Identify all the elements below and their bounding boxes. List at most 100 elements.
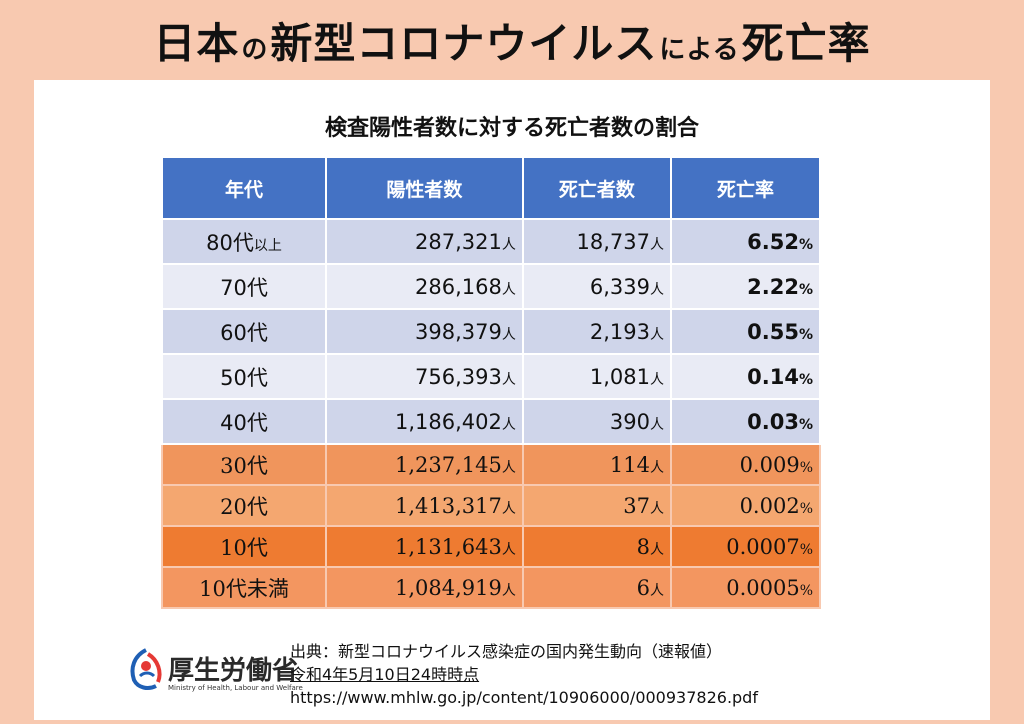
unit-label: 人 [501,326,516,343]
unit-label: 人 [501,500,516,517]
cell-age: 10代 [161,525,327,568]
title-part: の [241,34,269,65]
cell-value: 0.03 [747,409,799,434]
cell-value: 10代未満 [199,576,289,601]
table-row: 10代未満 1,084,919 人 6人 0.0005% [161,566,821,609]
cell-deaths: 6人 [521,566,673,609]
cell-rate: 0.03% [670,398,821,445]
cell-value: 0.0005 [726,575,800,600]
cell-deaths: 37人 [521,484,673,527]
cell-value: 20代 [220,494,268,519]
unit-label: 人 [501,459,516,476]
header-rate: 死亡率 [670,156,821,220]
cell-positive: 398,379人 [325,308,524,355]
unit-label: 人 [650,459,664,476]
cell-value: 0.009 [739,452,800,477]
cell-deaths: 2,193人 [521,308,673,355]
table-row: 70代 286,168人 6,339人 2.22% [161,263,821,310]
cell-positive: 1,186,402人 [325,398,524,445]
cell-age: 20代 [161,484,327,527]
unit-label: % [798,326,813,343]
unit-label: 人 [501,416,516,433]
cell-value: 50代 [220,365,268,390]
table-header-row: 年代 陽性者数 死亡者数 死亡率 [161,156,821,220]
header-positive: 陽性者数 [325,156,524,220]
title-banner: 日本 の 新型コロナウイルス による 死亡率 [0,0,1024,80]
cell-value: 1,413,317 [394,493,502,518]
unit-label: 人 [650,500,664,517]
cell-positive: 1,131,643人 [325,525,524,568]
source-citation: 出典：新型コロナウイルス感染症の国内発生動向（速報値） 令和4年5月10日24時… [290,640,758,709]
cell-value: 0.0007 [726,534,800,559]
unit-label: 人 [650,416,664,433]
cell-age: 30代 [161,443,327,486]
unit-label: 人 [650,236,664,253]
cell-value: 390 [609,409,650,434]
header-age: 年代 [161,156,327,220]
unit-label: % [798,281,813,298]
cell-deaths: 8人 [521,525,673,568]
cell-value: 756,393 [415,364,502,389]
cell-age: 80代以上 [161,218,327,265]
cell-value: 2,193 [589,319,650,344]
title-part: 新型コロナウイルス [270,18,658,68]
cell-value: 6 [636,575,650,600]
content-panel: 検査陽性者数に対する死亡者数の割合 年代 陽性者数 死亡者数 死亡率 80代以上… [34,80,990,720]
cell-value: 6.52 [747,229,799,254]
unit-label: 人 [650,582,664,599]
unit-label: 人 [650,371,664,388]
cell-value: 114 [609,452,650,477]
cell-rate: 6.52% [670,218,821,265]
unit-label: 人 [650,326,664,343]
cell-deaths: 18,737人 [521,218,673,265]
table-row: 80代以上 287,321人 18,737人 6.52% [161,218,821,265]
unit-label: % [799,541,813,558]
title-part: 日本 [153,18,240,68]
unit-label: 人 [650,541,664,558]
cell-value: 1,186,402 [394,409,502,434]
table-row: 10代 1,131,643人 8人 0.0007% [161,525,821,568]
mhlw-logo: 厚生労働省 Ministry of Health, Labour and Wel… [126,646,306,696]
cell-age: 40代 [161,398,327,445]
logo-name-en: Ministry of Health, Labour and Welfare [168,684,303,692]
cell-value: 37 [623,493,650,518]
table-subtitle: 検査陽性者数に対する死亡者数の割合 [324,116,699,141]
cell-deaths: 1,081人 [521,353,673,400]
table-row: 60代 398,379人 2,193人 0.55% [161,308,821,355]
table-row: 40代 1,186,402人 390人 0.03% [161,398,821,445]
unit-label: % [799,500,813,517]
cell-value: 398,379 [415,319,502,344]
unit-label: 人 [501,281,516,298]
unit-label: 人 [650,281,664,298]
cell-rate: 0.0007% [670,525,821,568]
cell-value: 2.22 [747,274,799,299]
cell-value: 1,081 [589,364,650,389]
source-line: 出典：新型コロナウイルス感染症の国内発生動向（速報値） [290,642,723,661]
page-title: 日本 の 新型コロナウイルス による 死亡率 [153,10,870,71]
title-part: による [659,34,740,65]
source-url: https://www.mhlw.go.jp/content/10906000/… [290,688,758,707]
cell-value: 30代 [220,453,268,478]
cell-value: 1,084,919 [394,575,502,600]
cell-positive: 287,321人 [325,218,524,265]
cell-value: 18,737 [576,229,650,254]
unit-label: 以上 [253,237,282,254]
cell-value: 0.14 [747,364,799,389]
cell-value: 0.55 [747,319,799,344]
table-row: 20代 1,413,317人 37人 0.002% [161,484,821,527]
cell-positive: 756,393人 [325,353,524,400]
cell-value: 287,321 [415,229,502,254]
cell-positive: 1,413,317人 [325,484,524,527]
source-date: 令和4年5月10日24時時点 [290,665,480,684]
cell-value: 40代 [220,410,268,435]
cell-rate: 0.55% [670,308,821,355]
cell-deaths: 114人 [521,443,673,486]
unit-label: 人 [501,236,516,253]
unit-label: % [798,371,813,388]
cell-value: 286,168 [415,274,502,299]
cell-rate: 0.002% [670,484,821,527]
mhlw-emblem-icon [130,648,162,690]
unit-label: % [799,582,813,599]
cell-value: 80代 [206,230,254,255]
unit-label: % [798,236,813,253]
